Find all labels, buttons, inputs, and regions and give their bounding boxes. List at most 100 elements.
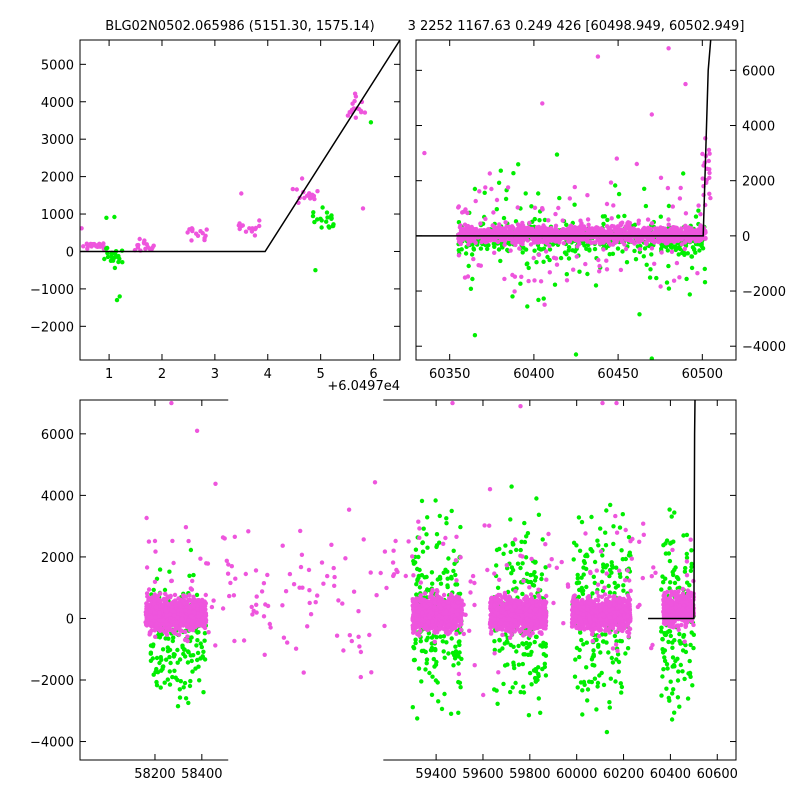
data-point — [182, 647, 187, 652]
data-point — [432, 605, 437, 610]
data-point — [417, 633, 422, 638]
data-point — [634, 161, 639, 167]
data-point — [529, 682, 534, 687]
data-point — [473, 227, 478, 232]
data-point — [165, 648, 171, 654]
data-point — [689, 561, 694, 567]
data-point — [185, 230, 190, 235]
data-point — [158, 655, 163, 660]
data-point — [423, 667, 428, 672]
data-point — [441, 649, 446, 654]
data-point — [592, 676, 598, 681]
data-point — [177, 657, 183, 662]
data-point — [424, 661, 429, 666]
data-point — [671, 687, 676, 692]
data-point — [668, 580, 673, 585]
data-point — [158, 685, 163, 690]
data-point — [619, 690, 624, 695]
data-point — [661, 667, 666, 672]
data-point — [505, 662, 510, 667]
data-point — [616, 191, 622, 197]
data-point — [655, 236, 661, 241]
x-tick-label: 60400 — [513, 367, 554, 382]
y-tick-label: 2000 — [742, 175, 775, 190]
data-point — [539, 228, 545, 233]
data-point — [554, 152, 560, 157]
data-point — [643, 203, 649, 209]
data-point — [608, 502, 613, 508]
data-point — [660, 574, 665, 579]
data-point — [508, 689, 513, 695]
data-point — [453, 572, 458, 578]
data-point — [658, 214, 663, 219]
data-point — [252, 233, 258, 238]
data-point — [164, 632, 170, 637]
data-point — [524, 645, 529, 650]
data-point — [429, 594, 434, 599]
data-point — [429, 570, 435, 575]
model-curve — [416, 40, 712, 237]
data-point — [153, 627, 158, 633]
data-point — [604, 729, 610, 735]
data-point — [614, 239, 619, 245]
data-point — [642, 225, 647, 231]
data-point — [557, 235, 563, 240]
data-point — [645, 217, 651, 222]
data-point — [155, 670, 161, 675]
data-point — [576, 515, 582, 520]
data-point — [411, 630, 416, 635]
data-point — [415, 566, 420, 572]
data-point — [603, 543, 609, 548]
data-point — [697, 235, 703, 241]
data-point — [652, 261, 657, 266]
data-point — [684, 238, 689, 243]
data-point — [585, 687, 591, 692]
data-point — [441, 570, 446, 575]
data-point — [570, 248, 575, 253]
data-point — [508, 517, 513, 522]
data-point — [675, 656, 680, 661]
data-point — [571, 540, 577, 545]
data-point — [175, 615, 180, 620]
data-point — [597, 263, 602, 269]
data-point — [678, 185, 683, 191]
data-point — [162, 680, 167, 685]
data-point — [553, 211, 558, 217]
data-point — [162, 587, 168, 593]
data-point — [533, 235, 538, 241]
data-point — [510, 685, 515, 690]
data-point — [524, 640, 529, 646]
data-point — [503, 543, 508, 548]
data-point — [498, 168, 503, 173]
data-point — [577, 654, 582, 660]
data-point — [702, 280, 708, 285]
data-point — [452, 656, 458, 661]
data-point — [171, 652, 176, 657]
data-point — [695, 238, 700, 243]
data-point — [664, 538, 670, 543]
data-point — [424, 532, 429, 537]
data-point — [583, 261, 588, 267]
data-point — [345, 113, 351, 118]
data-point — [689, 548, 694, 553]
data-point — [146, 587, 152, 592]
data-point — [311, 210, 316, 215]
data-point — [592, 246, 598, 252]
data-point — [421, 618, 427, 624]
x-tick-label: 4 — [264, 367, 272, 382]
model-curve — [80, 40, 400, 253]
data-point — [413, 640, 418, 646]
data-point — [466, 228, 471, 233]
data-point — [290, 186, 295, 192]
data-point — [672, 510, 677, 515]
data-point — [693, 214, 699, 219]
data-point — [675, 575, 680, 580]
data-point — [526, 265, 531, 271]
data-point — [486, 230, 491, 236]
data-point — [576, 594, 581, 600]
data-point — [453, 582, 458, 587]
data-point — [471, 256, 476, 262]
data-point — [600, 632, 605, 637]
data-point — [547, 270, 552, 275]
data-point — [615, 652, 621, 657]
